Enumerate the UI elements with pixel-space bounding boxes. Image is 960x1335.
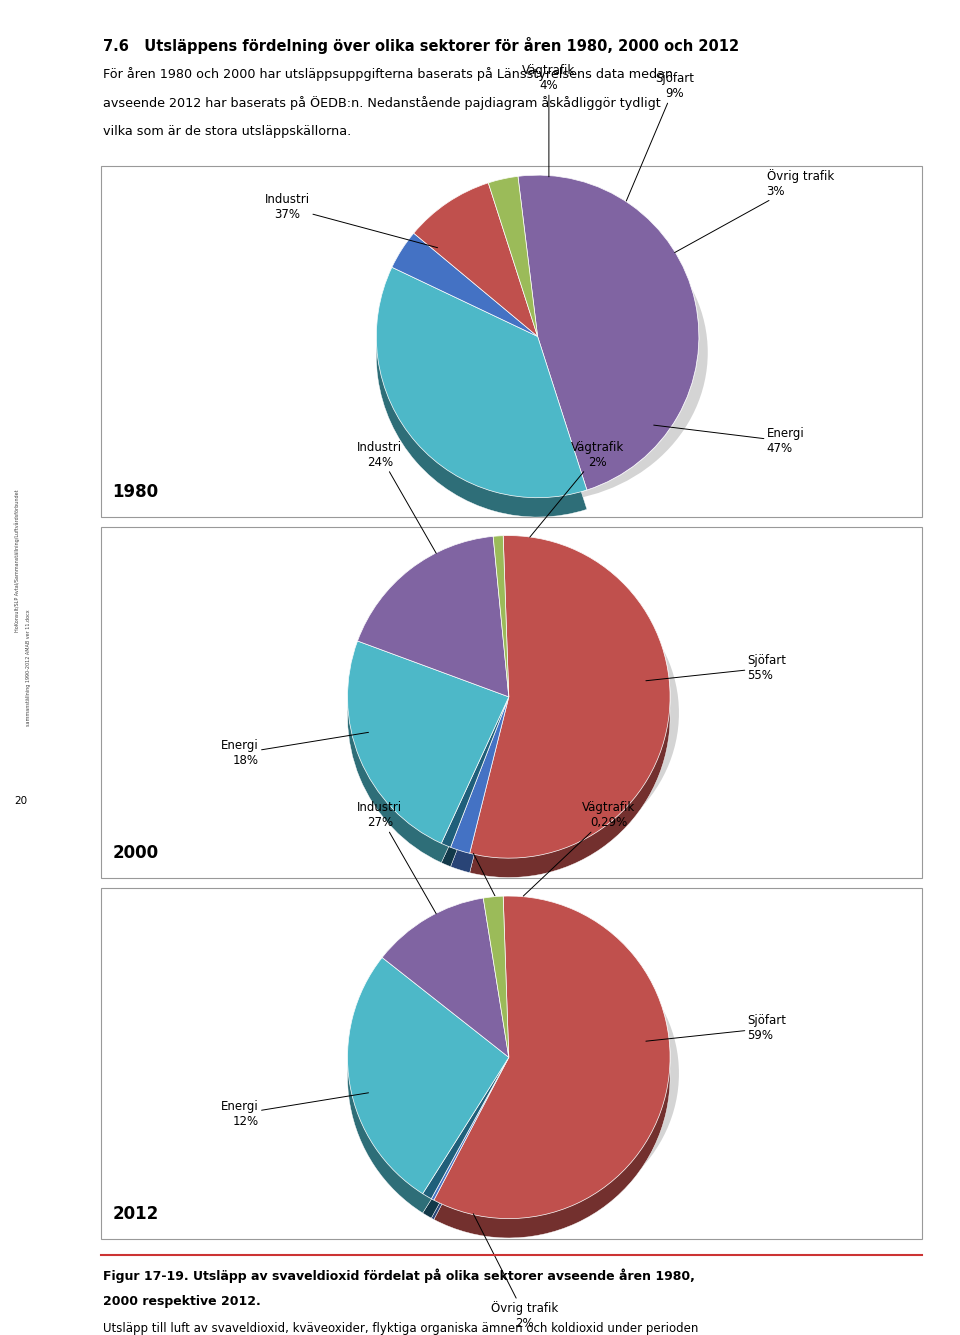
Text: avseende 2012 har baserats på ÖEDB:n. Nedanstående pajdiagram åskådliggör tydlig: avseende 2012 har baserats på ÖEDB:n. Ne… [103,96,660,109]
Text: 7.6   Utsläppens fördelning över olika sektorer för åren 1980, 2000 och 2012: 7.6 Utsläppens fördelning över olika sek… [103,37,739,55]
Text: Energi
47%: Energi 47% [654,425,804,455]
Wedge shape [469,535,670,858]
Text: 2000: 2000 [112,845,158,862]
Wedge shape [518,175,699,490]
Wedge shape [489,176,538,336]
Wedge shape [442,697,509,848]
Wedge shape [422,1076,509,1218]
Wedge shape [489,176,538,336]
Text: Energi
18%: Energi 18% [221,733,369,768]
Text: Utsläpp till luft av svaveldioxid, kväveoxider, flyktiga organiska ämnen och kol: Utsläpp till luft av svaveldioxid, kväve… [103,1322,698,1335]
Wedge shape [392,234,538,336]
Wedge shape [357,537,509,697]
Wedge shape [442,716,509,866]
Wedge shape [357,537,509,697]
Wedge shape [392,234,538,336]
Text: Energi
12%: Energi 12% [221,1093,369,1128]
Wedge shape [483,896,509,1057]
Wedge shape [431,1057,509,1200]
Wedge shape [493,535,509,697]
Text: 20: 20 [14,796,28,806]
Text: Industri
37%: Industri 37% [265,194,438,248]
Wedge shape [382,898,509,1057]
Wedge shape [442,697,509,848]
Wedge shape [376,287,587,517]
Text: För åren 1980 och 2000 har utsläppsuppgifterna baserats på Länsstyrelsens data m: För åren 1980 och 2000 har utsläppsuppgi… [103,67,673,80]
Text: Sjöfart
9%: Sjöfart 9% [626,72,694,202]
Text: vilka som är de stora utsläppskällorna.: vilka som är de stora utsläppskällorna. [103,125,351,139]
Wedge shape [348,977,509,1214]
Text: Vägtrafik
2%: Vägtrafik 2% [530,441,624,537]
Text: 1980: 1980 [112,483,158,501]
Wedge shape [348,641,509,844]
Wedge shape [450,716,509,873]
Text: Övrig trafik
1%: Övrig trafik 1% [473,853,559,969]
Wedge shape [348,957,509,1193]
Text: Figur 17-19. Utsläpp av svaveldioxid fördelat på olika sektorer avseende åren 19: Figur 17-19. Utsläpp av svaveldioxid för… [103,1268,695,1283]
Wedge shape [450,697,509,853]
Text: Vägtrafik
4%: Vägtrafik 4% [522,64,575,176]
Wedge shape [376,267,587,498]
Wedge shape [431,1057,509,1200]
Wedge shape [348,661,509,862]
Text: sammanställning 1990-2012 AMAB ver 11.docx: sammanställning 1990-2012 AMAB ver 11.do… [26,609,32,726]
Wedge shape [348,957,509,1193]
Ellipse shape [377,203,708,502]
Text: Vägtrafik
0,29%: Vägtrafik 0,29% [523,801,636,896]
Text: Sjöfart
55%: Sjöfart 55% [646,654,786,682]
Wedge shape [434,896,670,1219]
Wedge shape [348,641,509,844]
Text: Sjöfart
59%: Sjöfart 59% [646,1015,786,1043]
Text: Industri
27%: Industri 27% [357,801,436,913]
Wedge shape [422,1057,509,1199]
Wedge shape [431,1076,509,1219]
Wedge shape [469,535,670,858]
Text: Industri
24%: Industri 24% [357,441,436,553]
Wedge shape [414,183,538,336]
Text: 2012: 2012 [112,1206,158,1223]
Wedge shape [414,183,538,336]
Text: Övrig trafik
2%: Övrig trafik 2% [473,1214,559,1330]
Wedge shape [434,896,670,1219]
Ellipse shape [348,563,679,862]
Wedge shape [422,1057,509,1199]
Wedge shape [450,697,509,853]
Wedge shape [469,555,670,877]
Text: 2000 respektive 2012.: 2000 respektive 2012. [103,1295,260,1308]
Text: HoKonsult/SLP Avtal/Sammanställning/Luftvårdsförbundet: HoKonsult/SLP Avtal/Sammanställning/Luft… [14,490,20,631]
Wedge shape [376,267,587,498]
Ellipse shape [348,924,679,1223]
Wedge shape [518,175,699,490]
Wedge shape [483,896,509,1057]
Wedge shape [382,898,509,1057]
Text: Övrig trafik
3%: Övrig trafik 3% [675,168,834,252]
Wedge shape [434,916,670,1238]
Wedge shape [493,535,509,697]
